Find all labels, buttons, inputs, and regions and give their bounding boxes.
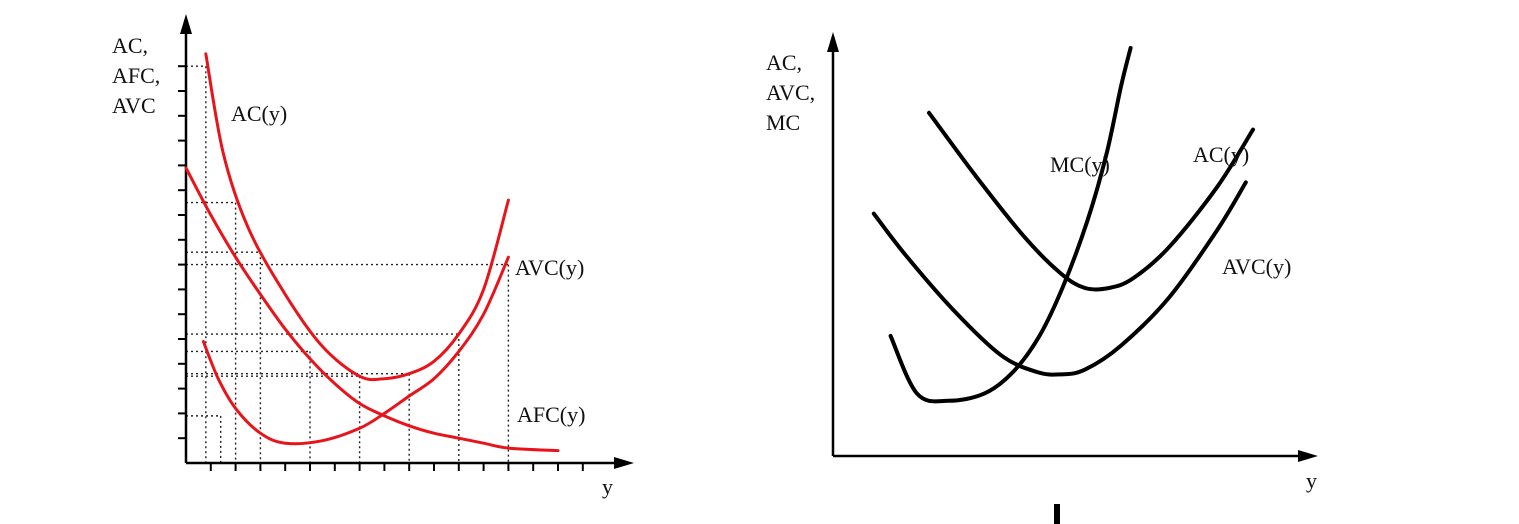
left-ylabel-line-3: AVC [112,93,156,118]
left-curve-avc [201,255,510,446]
right-curve-avc [871,180,1248,377]
left-label-ac: AC(y) [231,101,287,126]
right-ylabel-line-3: MC [766,110,800,135]
right-label-mc: MC(y) [1050,152,1110,177]
right-x-axis-arrow [1298,450,1318,462]
left-axis-ticks [178,65,584,471]
left-ylabel-line-1: AC, [112,33,148,58]
right-label-avc: AVC(y) [1222,254,1291,279]
left-label-afc: AFC(y) [517,402,585,427]
left-ylabel-line-2: AFC, [112,63,160,88]
left-chart: AC, AFC, AVC y AC(y) AVC(y) AFC(y) [112,14,634,499]
right-xlabel: y [1306,468,1317,493]
left-xlabel: y [602,474,613,499]
right-chart: AC, AVC, MC y MC(y) AC(y) AVC(y) [766,32,1318,493]
left-label-avc: AVC(y) [515,255,584,280]
right-axes [827,32,1318,462]
right-curves [871,46,1255,404]
left-curve-afc [184,166,560,453]
right-ylabel-line-1: AC, [766,50,802,75]
right-label-ac: AC(y) [1193,142,1249,167]
right-ylabel-line-2: AVC, [766,80,815,105]
left-axes [180,14,634,469]
left-curves [184,52,560,453]
right-curve-mc [888,46,1133,404]
stray-mark [1054,504,1060,524]
left-x-axis-arrow [614,457,634,469]
left-curve-ac [204,52,510,382]
right-y-axis-arrow [827,32,839,52]
left-y-axis-arrow [180,14,192,34]
left-guide-lines [186,65,510,463]
right-curve-ac [927,110,1255,292]
